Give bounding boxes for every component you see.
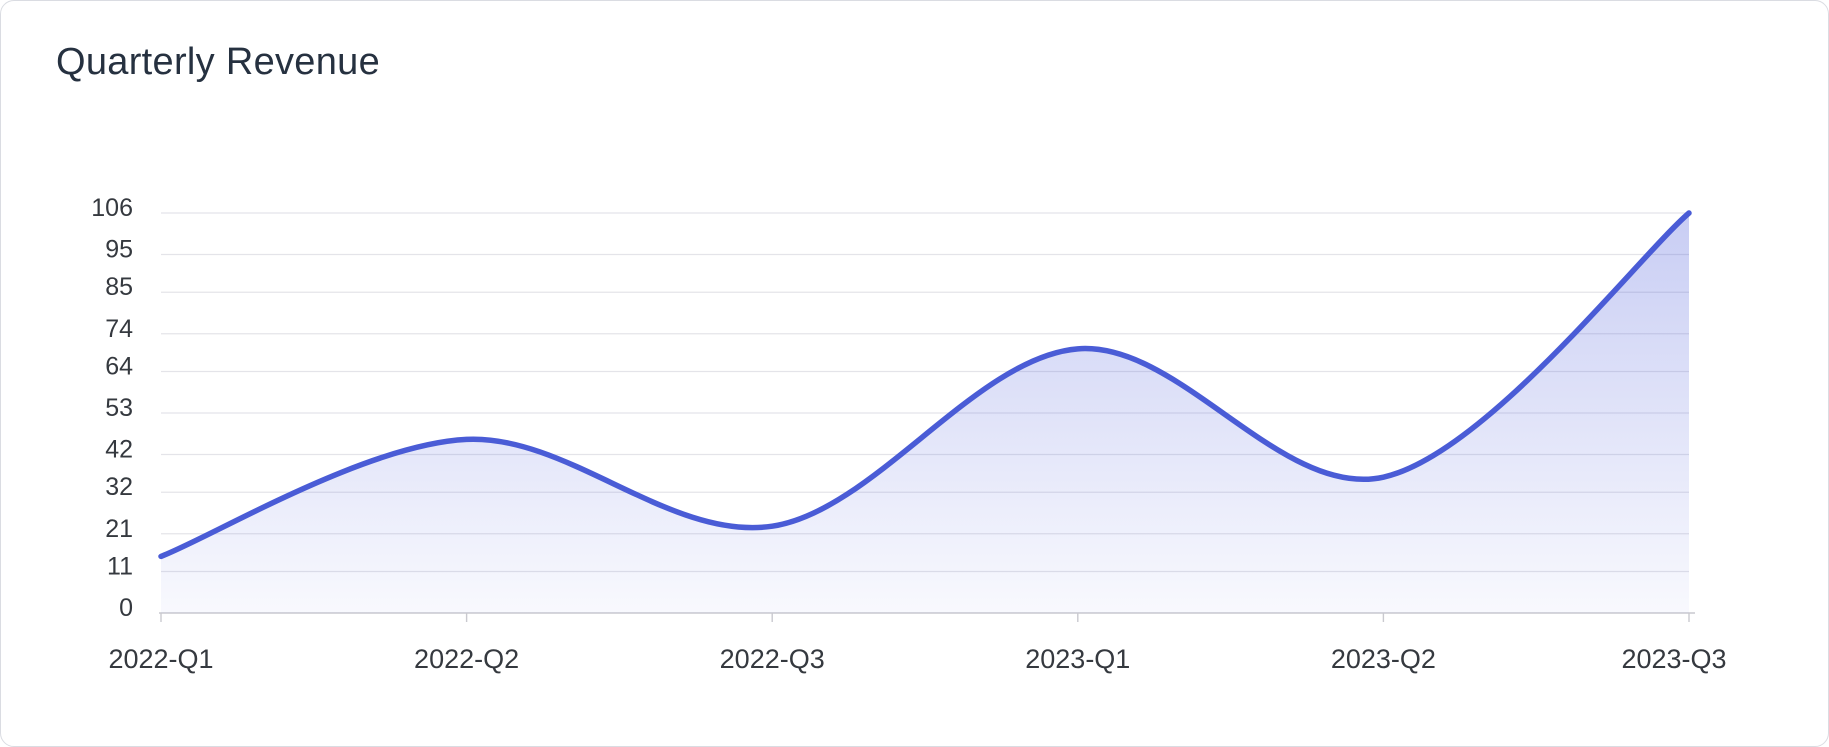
y-axis-tick-label: 74	[105, 315, 133, 343]
x-axis-tick-label: 2022-Q3	[720, 644, 825, 674]
x-axis-tick-label: 2022-Q1	[108, 644, 213, 674]
x-axis-tick-label: 2023-Q2	[1331, 644, 1436, 674]
y-axis-tick-label: 32	[105, 473, 133, 501]
y-axis-tick-label: 85	[105, 273, 133, 301]
series-area	[161, 213, 1689, 613]
y-axis-tick-label: 11	[107, 552, 133, 580]
x-axis-tick-label: 2023-Q3	[1621, 644, 1726, 674]
y-axis-tick-label: 106	[91, 194, 133, 222]
x-axis-tick-label: 2022-Q2	[414, 644, 519, 674]
y-axis-tick-label: 42	[105, 436, 133, 464]
series-line	[158, 210, 1692, 560]
y-axis-tick-label: 53	[105, 394, 133, 422]
y-axis-tick-label: 21	[105, 515, 133, 543]
y-axis-tick-label: 95	[105, 236, 133, 264]
x-axis-tick-label: 2023-Q1	[1025, 644, 1130, 674]
y-axis-tick-label: 64	[105, 352, 133, 380]
y-axis-tick-label: 0	[119, 594, 133, 622]
chart-title: Quarterly Revenue	[56, 41, 381, 83]
